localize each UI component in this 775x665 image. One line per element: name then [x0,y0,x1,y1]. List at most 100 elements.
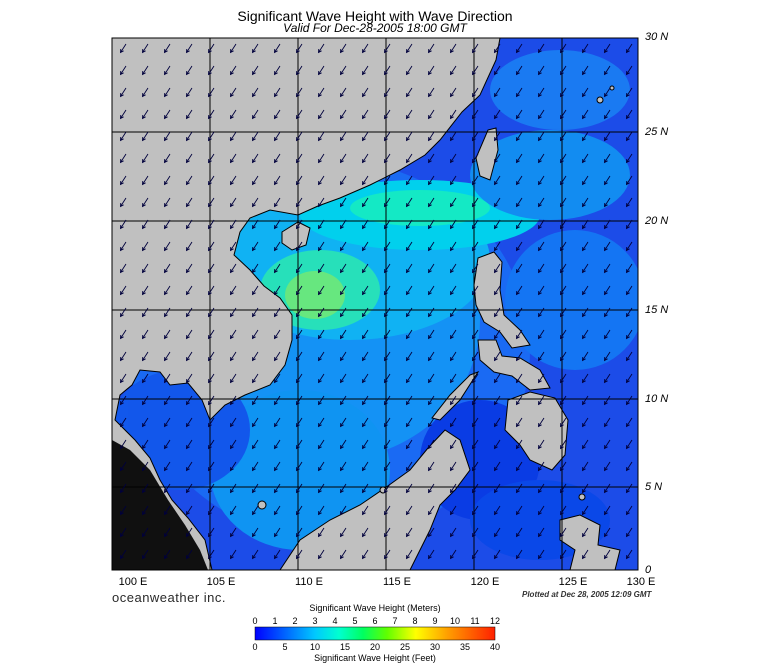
land-malay-peninsula [112,440,208,570]
wave-direction-arrow [383,43,391,54]
land-borneo [279,429,471,570]
wave-direction-arrow [427,439,435,450]
wave-direction-arrow [141,43,149,54]
wave-direction-arrow [559,65,567,76]
wave-direction-arrow [405,439,413,450]
wave-direction-arrow [361,65,369,76]
wave-direction-arrow [581,87,589,98]
wave-direction-arrow [581,483,589,494]
wave-direction-arrow [537,351,545,362]
wave-direction-arrow [207,395,215,406]
wave-direction-arrow [449,417,457,428]
wave-direction-arrow [603,395,611,406]
wave-direction-arrow [427,549,435,560]
wave-direction-arrow [163,351,171,362]
wave-direction-arrow [251,417,259,428]
wave-direction-arrow [449,197,457,208]
wave-direction-arrow [317,395,325,406]
wave-direction-arrow [119,87,127,98]
wave-direction-arrow [449,285,457,296]
wave-direction-arrow [317,483,325,494]
wave-direction-arrow [251,439,259,450]
wave-direction-arrow [317,153,325,164]
wave-direction-arrow [471,175,479,186]
wave-direction-arrow [537,549,545,560]
wave-direction-arrow [581,131,589,142]
wave-direction-arrow [383,351,391,362]
wave-direction-arrow [141,131,149,142]
wave-direction-arrow [295,329,303,340]
wave-direction-arrow [405,219,413,230]
wave-direction-arrow [185,285,193,296]
wave-direction-arrow [581,241,589,252]
wave-direction-arrow [273,43,281,54]
wave-direction-arrow [405,87,413,98]
wave-direction-arrow [273,131,281,142]
wave-direction-arrow [119,417,127,428]
wave-direction-arrow [581,461,589,472]
wave-direction-arrow [317,131,325,142]
wave-direction-arrow [515,241,523,252]
wave-direction-arrow [603,65,611,76]
wave-direction-arrow [449,505,457,516]
wave-direction-arrow [603,175,611,186]
wave-direction-arrow [515,87,523,98]
wave-direction-arrow [141,87,149,98]
wave-direction-arrow [537,87,545,98]
wave-direction-arrow [405,43,413,54]
wave-direction-arrow [625,241,633,252]
wave-direction-arrow [229,197,237,208]
lon-label: 130 E [626,576,656,588]
wave-direction-arrow [537,65,545,76]
wave-direction-arrow [427,131,435,142]
wave-direction-arrow [295,461,303,472]
wave-direction-arrow [471,527,479,538]
wave-direction-arrow [427,263,435,274]
wave-direction-arrow [251,43,259,54]
wave-direction-arrow [339,329,347,340]
wave-direction-arrow [471,65,479,76]
wave-direction-arrow [625,285,633,296]
wave-direction-arrow [625,65,633,76]
wave-direction-arrow [251,197,259,208]
wave-direction-arrow [427,285,435,296]
wave-direction-arrow [207,417,215,428]
wave-direction-arrow [273,307,281,318]
wave-direction-arrow [119,241,127,252]
wave-direction-arrow [361,527,369,538]
wave-direction-arrow [603,43,611,54]
wave-direction-arrow [251,131,259,142]
wave-direction-arrow [141,351,149,362]
wave-direction-arrow [141,153,149,164]
wave-direction-arrow [427,307,435,318]
wave-direction-arrow [163,505,171,516]
wave-direction-arrow [559,43,567,54]
wave-direction-arrow [493,175,501,186]
wave-direction-arrow [141,329,149,340]
wave-direction-arrow [625,395,633,406]
wave-direction-arrow [515,131,523,142]
wave-direction-arrow [559,131,567,142]
wave-direction-arrow [185,43,193,54]
land-palawan [431,371,480,421]
wave-direction-arrow [603,109,611,120]
wave-direction-arrow [449,395,457,406]
wave-direction-arrow [229,131,237,142]
wave-direction-arrow [427,417,435,428]
wave-direction-arrow [295,549,303,560]
wave-direction-arrow [559,329,567,340]
wave-direction-arrow [273,549,281,560]
wave-direction-arrow [163,395,171,406]
wave-direction-arrow [163,241,171,252]
wave-direction-arrow [207,175,215,186]
wave-direction-arrow [493,109,501,120]
wave-direction-arrow [317,505,325,516]
wave-direction-arrow [251,461,259,472]
wave-direction-arrow [119,483,127,494]
wave-direction-arrow [537,505,545,516]
wave-direction-arrow [361,461,369,472]
wave-direction-arrow [141,439,149,450]
wave-direction-arrow [383,329,391,340]
wave-direction-arrow [317,109,325,120]
wave-direction-arrow [427,461,435,472]
